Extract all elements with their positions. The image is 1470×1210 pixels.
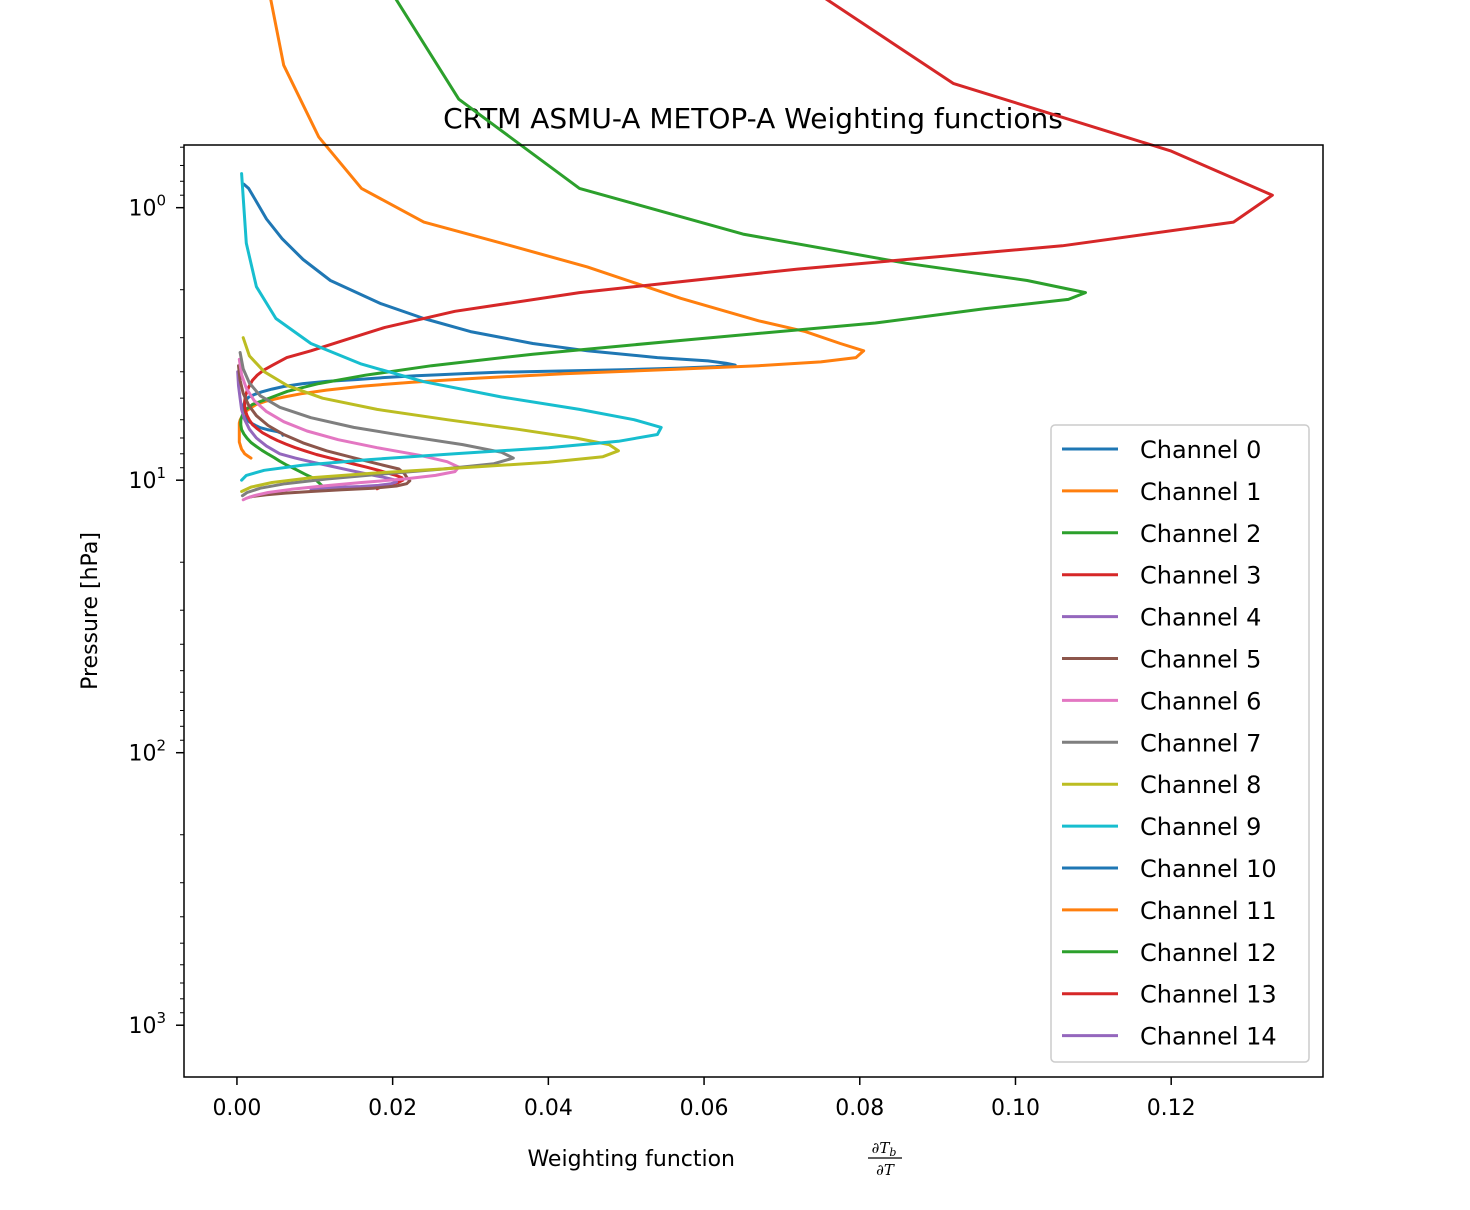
series-line-channel-6: [237, 357, 461, 502]
legend: Channel 0 Channel 1 Channel 2 Channel 3 Chan…: [1050, 424, 1310, 1063]
x-tick-label: 0.00: [212, 1096, 261, 1121]
legend-label: Channel 4: [1140, 604, 1261, 632]
y-tick-label: 102: [128, 737, 166, 767]
x-axis-label: Weighting function: [527, 1147, 735, 1172]
x-axis-label-denominator: ∂T: [876, 1161, 895, 1179]
legend-label: Channel 8: [1140, 771, 1261, 799]
legend-label: Channel 14: [1140, 1023, 1277, 1051]
series-line-channel-1: [237, 0, 866, 460]
y-tick-label: 101: [128, 464, 166, 494]
chart-title: CRTM ASMU-A METOP-A Weighting functions: [443, 102, 1063, 135]
plot-frame: [183, 144, 1324, 1078]
series-line-channel-4: [236, 370, 398, 491]
legend-label: Channel 10: [1140, 855, 1277, 883]
y-axis: 100 101 102 103: [128, 146, 184, 1039]
x-tick-label: 0.10: [991, 1096, 1040, 1121]
series-line-channel-8: [240, 336, 620, 493]
x-tick-label: 0.06: [680, 1096, 729, 1121]
x-axis: 0.00 0.02 0.04 0.06 0.08 0.10 0.12: [212, 1077, 1196, 1121]
series-layer: [236, 0, 1274, 502]
legend-label: Channel 6: [1140, 687, 1261, 715]
series-line-channel-0: [242, 182, 737, 437]
x-axis-label-math: ∂Tb ∂T: [868, 1139, 902, 1179]
y-tick-label: 103: [128, 1009, 166, 1039]
legend-label: Channel 5: [1140, 646, 1261, 674]
series-line-channel-9: [240, 172, 663, 482]
legend-label: Channel 13: [1140, 981, 1277, 1009]
legend-label: Channel 3: [1140, 562, 1261, 590]
x-tick-label: 0.08: [835, 1096, 884, 1121]
series-line-channel-3: [243, 0, 1274, 491]
legend-label: Channel 7: [1140, 729, 1261, 757]
series-line-channel-7: [238, 351, 515, 498]
legend-frame: [1050, 424, 1310, 1063]
y-axis-label: Pressure [hPa]: [78, 532, 103, 690]
series-line-channel-2: [239, 0, 1087, 491]
legend-label: Channel 1: [1140, 478, 1261, 506]
y-tick-label: 100: [128, 192, 166, 222]
legend-items: Channel 0 Channel 1 Channel 2 Channel 3 Chan…: [1062, 436, 1277, 1051]
legend-label: Channel 11: [1140, 897, 1277, 925]
x-tick-label: 0.02: [368, 1096, 417, 1121]
legend-label: Channel 9: [1140, 813, 1261, 841]
x-tick-label: 0.12: [1147, 1096, 1196, 1121]
legend-label: Channel 2: [1140, 520, 1261, 548]
x-tick-label: 0.04: [524, 1096, 573, 1121]
legend-label: Channel 0: [1140, 436, 1261, 464]
legend-label: Channel 12: [1140, 939, 1277, 967]
